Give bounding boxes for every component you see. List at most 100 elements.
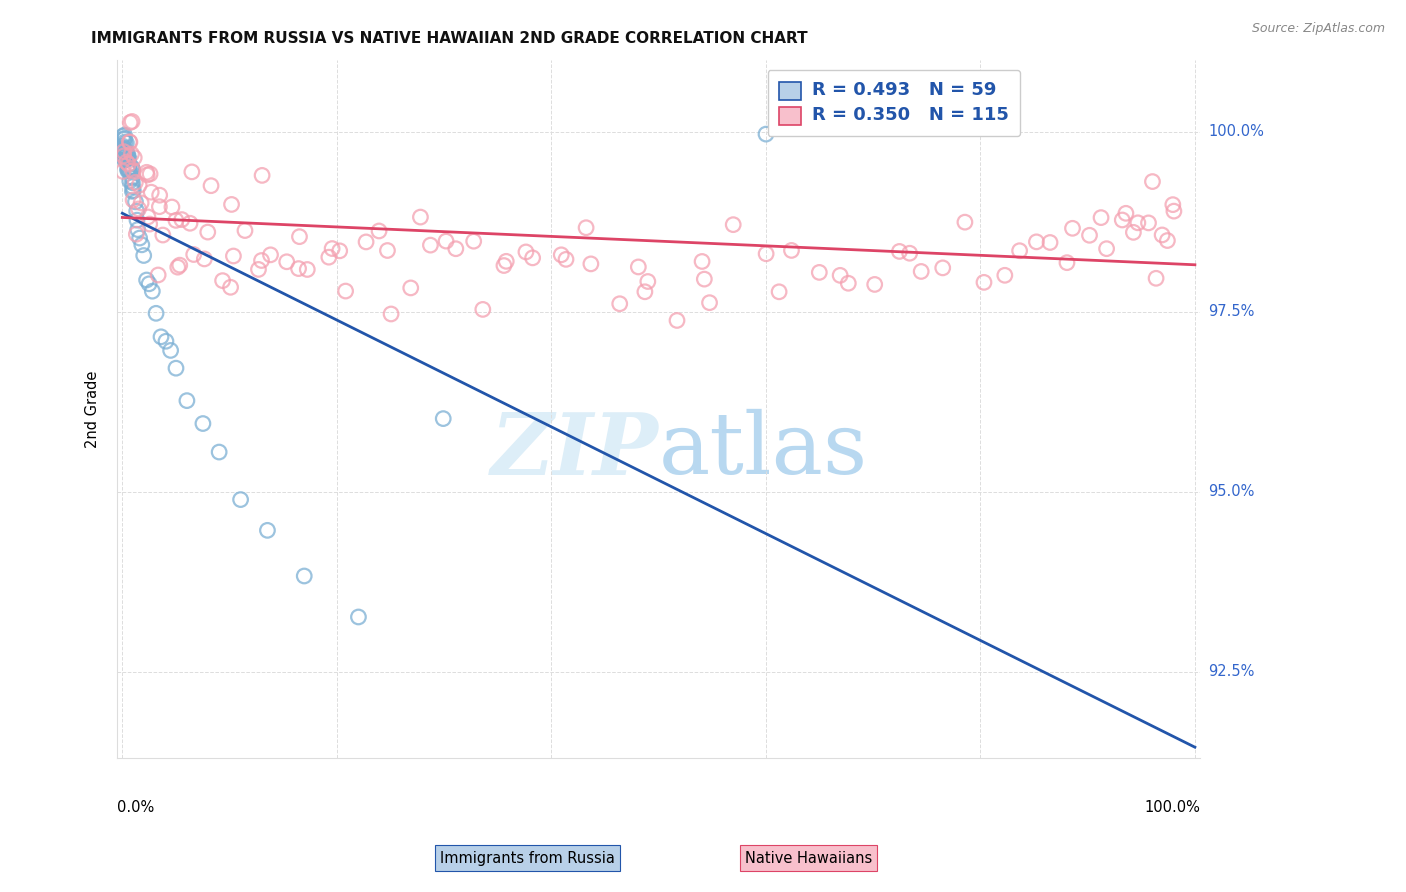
Point (1090, 211, 1112, 225)
Point (118, 157, 141, 171)
Point (121, 170, 143, 185)
Point (1142, 175, 1164, 189)
Point (693, 272, 716, 286)
Point (666, 313, 689, 327)
Text: 92.5%: 92.5% (1209, 665, 1256, 680)
Text: atlas: atlas (658, 409, 868, 492)
Point (179, 216, 201, 230)
Point (1039, 235, 1062, 250)
Point (118, 174, 141, 188)
Text: ZIP: ZIP (491, 409, 658, 492)
Point (233, 223, 256, 237)
Point (117, 151, 139, 165)
Point (276, 254, 298, 268)
Point (699, 295, 721, 310)
Point (122, 184, 145, 198)
Point (1144, 271, 1167, 285)
Point (170, 212, 193, 227)
Point (256, 524, 278, 538)
Point (166, 260, 188, 274)
Point (1095, 242, 1118, 256)
Point (183, 247, 205, 261)
Point (125, 227, 148, 242)
Point (122, 193, 145, 207)
Point (135, 273, 157, 287)
Point (118, 163, 141, 178)
Point (117, 157, 139, 171)
Text: Immigrants from Russia: Immigrants from Russia (440, 851, 614, 865)
Point (138, 217, 160, 231)
Y-axis label: 2nd Grade: 2nd Grade (86, 370, 100, 448)
Point (114, 135, 136, 149)
Point (115, 145, 138, 159)
Point (419, 238, 441, 252)
Point (180, 165, 202, 179)
Point (129, 195, 152, 210)
Point (146, 268, 169, 282)
Point (250, 169, 273, 183)
Point (122, 151, 145, 165)
Point (125, 204, 148, 219)
Point (112, 149, 135, 163)
Point (1137, 216, 1160, 230)
Point (910, 264, 932, 278)
Point (121, 163, 143, 178)
Text: 100.0%: 100.0% (1144, 800, 1201, 815)
Point (127, 222, 149, 236)
Point (1163, 204, 1185, 219)
Point (160, 200, 183, 214)
Point (118, 135, 141, 149)
Point (889, 244, 911, 259)
Point (399, 281, 422, 295)
Point (124, 194, 146, 209)
Point (780, 244, 803, 258)
Point (112, 141, 135, 155)
Point (155, 334, 177, 349)
Point (150, 330, 173, 344)
Point (111, 129, 134, 144)
Point (169, 258, 191, 272)
Point (1056, 255, 1078, 269)
Point (347, 610, 370, 624)
Point (522, 251, 544, 265)
Point (193, 252, 215, 266)
Point (128, 202, 150, 216)
Point (117, 151, 139, 165)
Point (135, 165, 157, 179)
Point (121, 176, 143, 190)
Point (863, 277, 886, 292)
Point (115, 136, 138, 150)
Point (117, 163, 139, 178)
Point (377, 244, 399, 258)
Point (932, 260, 955, 275)
Point (432, 411, 454, 425)
Point (112, 164, 135, 178)
Point (229, 492, 252, 507)
Text: 95.0%: 95.0% (1209, 484, 1256, 500)
Point (1126, 216, 1149, 230)
Point (112, 145, 135, 159)
Point (380, 307, 402, 321)
Point (152, 228, 174, 243)
Point (114, 153, 136, 167)
Point (1152, 227, 1174, 242)
Point (125, 213, 148, 227)
Point (222, 249, 245, 263)
Point (124, 175, 146, 189)
Point (247, 262, 270, 277)
Point (115, 144, 138, 158)
Point (117, 161, 139, 176)
Point (1161, 197, 1184, 211)
Point (1115, 206, 1137, 220)
Point (165, 361, 187, 376)
Point (721, 218, 744, 232)
Point (121, 114, 143, 128)
Point (690, 254, 713, 268)
Point (112, 144, 135, 158)
Point (755, 247, 778, 261)
Point (354, 235, 377, 249)
Point (191, 417, 214, 431)
Point (115, 155, 138, 169)
Point (627, 260, 650, 274)
Point (250, 253, 273, 268)
